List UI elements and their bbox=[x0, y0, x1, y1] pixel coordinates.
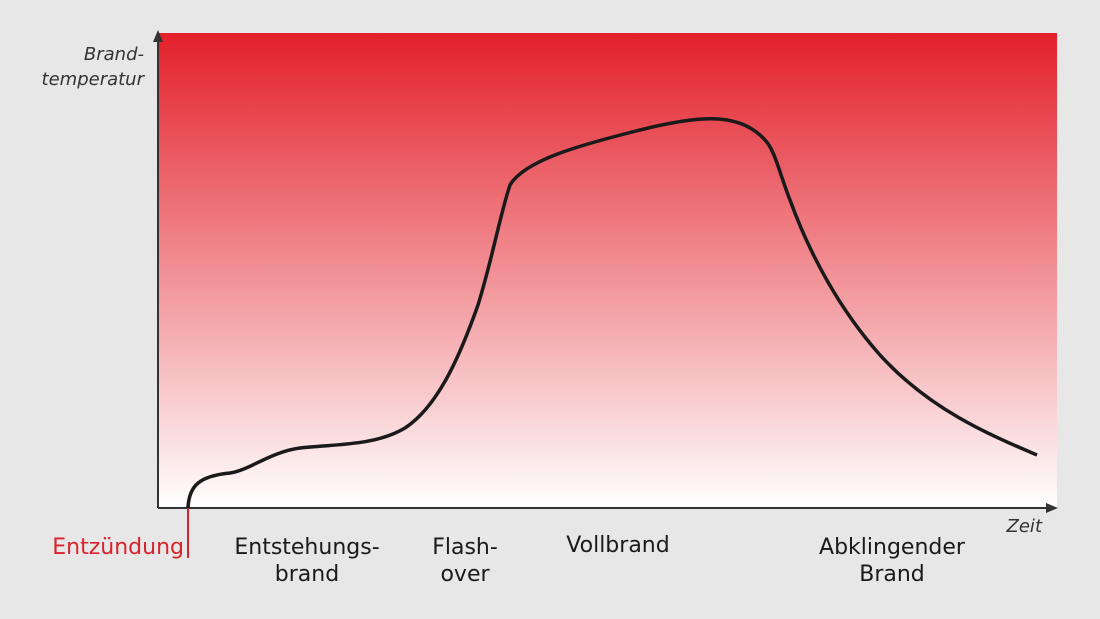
y-axis-label: Brand- bbox=[84, 44, 144, 65]
phase-label: Vollbrand bbox=[566, 533, 669, 558]
phase-label: Flash- bbox=[432, 535, 498, 560]
phase-label: Brand bbox=[859, 562, 925, 587]
phase-label: Abklingender bbox=[819, 535, 966, 560]
temperature-field bbox=[158, 33, 1057, 508]
temperature-curve bbox=[186, 117, 1038, 509]
y-axis-label: temperatur bbox=[42, 69, 146, 90]
phase-label: Entstehungs- bbox=[234, 535, 379, 560]
x-axis-arrow bbox=[1046, 503, 1058, 513]
y-axis-arrow bbox=[153, 30, 163, 42]
x-axis-label: Zeit bbox=[1006, 516, 1043, 537]
phase-label: over bbox=[440, 562, 490, 587]
phase-label: brand bbox=[275, 562, 339, 587]
phase-label: Entzündung bbox=[52, 535, 184, 560]
